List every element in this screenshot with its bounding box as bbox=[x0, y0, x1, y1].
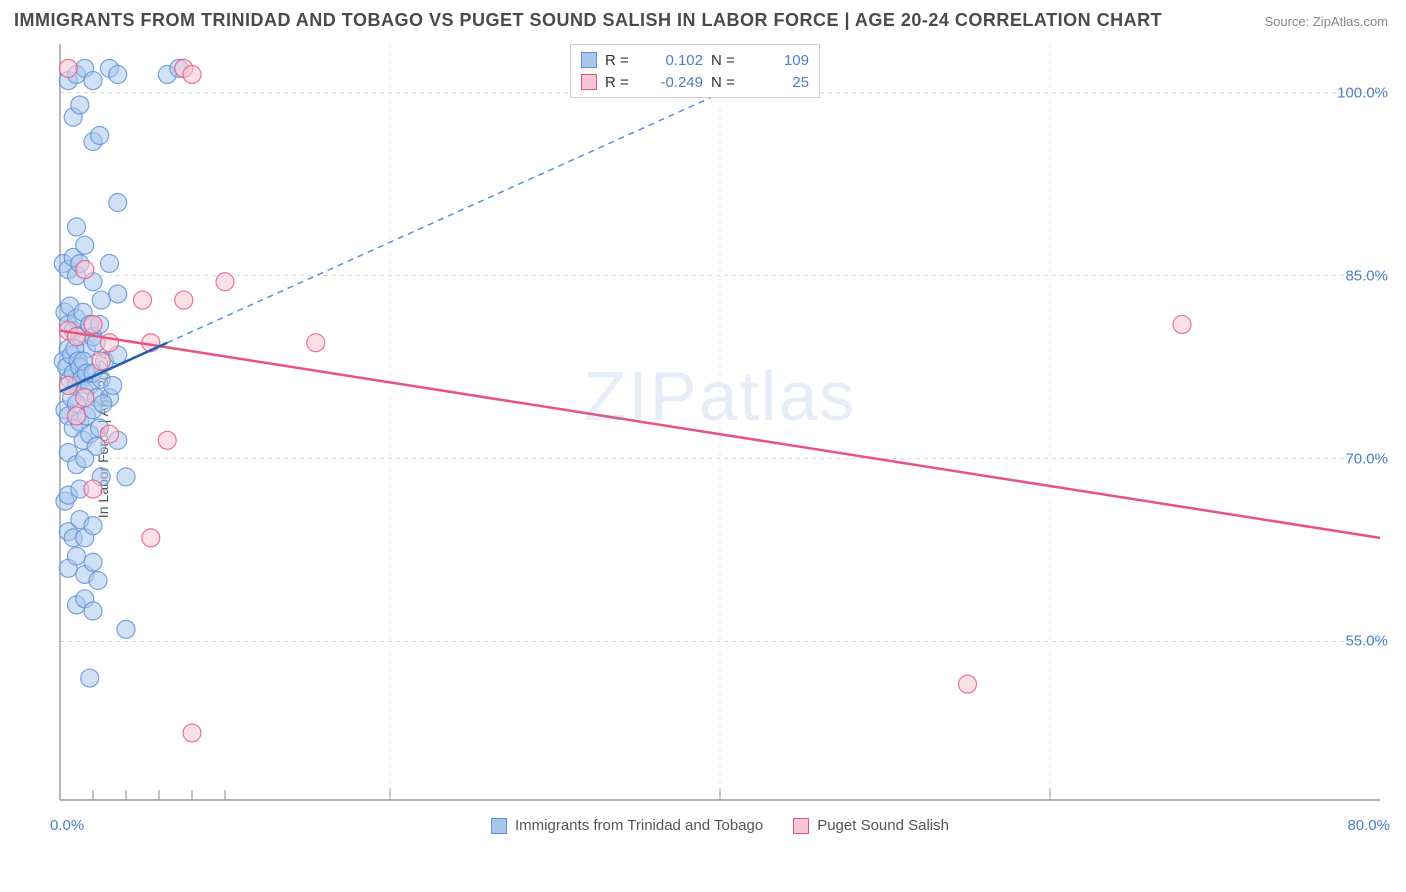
legend-item-series2: Puget Sound Salish bbox=[793, 817, 949, 834]
legend-row-series1: R = 0.102 N = 109 bbox=[581, 49, 809, 71]
legend-n-value-2: 25 bbox=[749, 74, 809, 91]
series1-name: Immigrants from Trinidad and Tobago bbox=[515, 817, 763, 834]
scatter-plot bbox=[50, 40, 1390, 830]
swatch-series2 bbox=[793, 818, 809, 834]
legend-r-label: R = bbox=[605, 52, 635, 69]
correlation-legend: R = 0.102 N = 109 R = -0.249 N = 25 bbox=[570, 44, 820, 98]
series2-name: Puget Sound Salish bbox=[817, 817, 949, 834]
legend-n-label: N = bbox=[711, 74, 741, 91]
series-legend: Immigrants from Trinidad and Tobago Puge… bbox=[50, 817, 1390, 834]
legend-r-value-1: 0.102 bbox=[643, 52, 703, 69]
legend-n-label: N = bbox=[711, 52, 741, 69]
swatch-series1 bbox=[581, 52, 597, 68]
y-tick-label: 70.0% bbox=[1345, 450, 1388, 467]
chart-area: In Labor Force | Age 20-24 ZIPatlas 100.… bbox=[50, 40, 1390, 830]
legend-r-value-2: -0.249 bbox=[643, 74, 703, 91]
swatch-series2 bbox=[581, 74, 597, 90]
chart-title: IMMIGRANTS FROM TRINIDAD AND TOBAGO VS P… bbox=[14, 10, 1162, 31]
source-attribution: Source: ZipAtlas.com bbox=[1264, 14, 1388, 29]
legend-r-label: R = bbox=[605, 74, 635, 91]
legend-row-series2: R = -0.249 N = 25 bbox=[581, 71, 809, 93]
legend-item-series1: Immigrants from Trinidad and Tobago bbox=[491, 817, 763, 834]
swatch-series1 bbox=[491, 818, 507, 834]
y-tick-label: 100.0% bbox=[1337, 84, 1388, 101]
y-tick-label: 55.0% bbox=[1345, 633, 1388, 650]
y-tick-label: 85.0% bbox=[1345, 267, 1388, 284]
legend-n-value-1: 109 bbox=[749, 52, 809, 69]
